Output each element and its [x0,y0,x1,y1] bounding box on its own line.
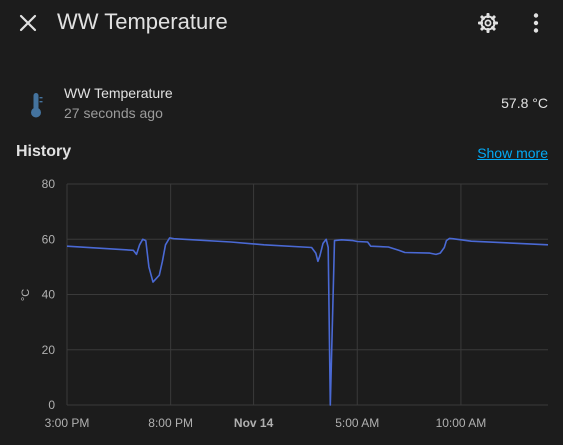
entity-name: WW Temperature [64,85,173,101]
x-tick-label: 8:00 PM [148,416,193,430]
y-tick-label: 0 [48,398,55,412]
series-line [66,237,549,406]
y-axis-label: °C [20,289,32,301]
dialog-header: WW Temperature [0,0,563,46]
y-tick-label: 20 [42,343,56,357]
gear-icon [478,13,498,33]
history-title: History [16,143,72,160]
y-tick-label: 80 [42,177,56,191]
y-tick-label: 60 [42,232,56,246]
thermometer-icon [31,93,43,118]
more-options-button[interactable] [522,9,550,37]
show-more-link[interactable]: Show more [477,145,548,161]
entity-state: 57.8 °C [501,95,548,111]
history-chart: 0 20 40 60 80 3:00 PM 8:00 PM Nov 14 5:00 AM 10:0… [20,177,549,430]
entity-last-changed: 27 seconds ago [64,105,163,121]
dialog-title: WW Temperature [57,9,228,34]
dots-vertical-icon [533,13,539,33]
x-tick-label: 5:00 AM [335,416,379,430]
settings-button[interactable] [474,9,502,37]
y-tick-label: 40 [42,288,56,302]
entity-row: WW Temperature 27 seconds ago 57.8 °C [0,80,563,126]
close-icon [19,14,37,32]
close-button[interactable] [14,9,42,37]
x-tick-label: 3:00 PM [45,416,90,430]
x-tick-label: Nov 14 [234,416,274,430]
x-tick-label: 10:00 AM [436,416,487,430]
